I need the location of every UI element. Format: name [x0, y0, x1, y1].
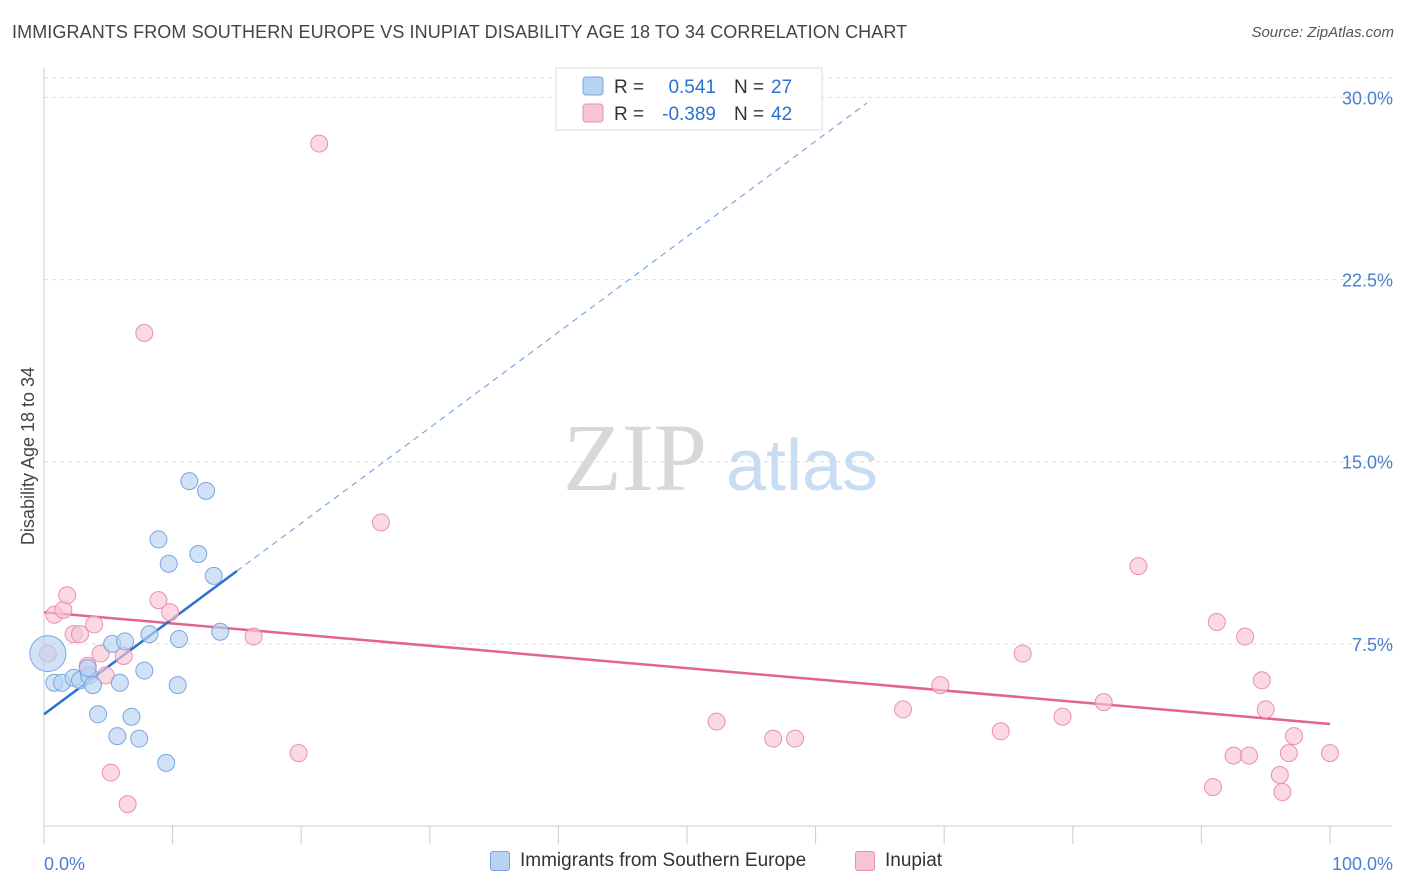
southern-europe-points	[29, 472, 230, 772]
legend-swatch-pink	[582, 103, 604, 123]
trend-line-southern-europe	[43, 569, 238, 716]
legend-label-southern-europe: Immigrants from Southern Europe	[520, 850, 807, 871]
legend-r-label-2: R =	[614, 104, 644, 125]
data-point-southern-europe	[89, 705, 108, 724]
data-point-inupiat	[1207, 613, 1226, 631]
data-point-inupiat	[71, 625, 90, 644]
trend-line-inupiat	[43, 611, 1331, 726]
data-point-inupiat	[161, 603, 180, 622]
data-point-inupiat	[1053, 707, 1072, 726]
data-point-inupiat	[991, 722, 1010, 741]
chart-title: IMMIGRANTS FROM SOUTHERN EUROPE VS INUPI…	[12, 22, 908, 42]
data-point-inupiat	[1239, 746, 1258, 765]
axes	[43, 68, 1392, 844]
data-point-southern-europe	[149, 530, 168, 549]
data-point-inupiat	[1203, 778, 1222, 797]
data-point-inupiat	[244, 627, 263, 646]
data-point-southern-europe	[170, 630, 189, 648]
data-point-inupiat	[1236, 627, 1255, 646]
data-point-inupiat	[371, 513, 390, 532]
data-point-inupiat	[894, 700, 913, 719]
data-point-southern-europe-large	[29, 635, 67, 673]
data-point-inupiat	[764, 729, 783, 748]
x-tick-label-min: 0.0%	[44, 854, 85, 874]
legend-label-inupiat: Inupiat	[885, 850, 943, 871]
data-point-inupiat	[289, 744, 308, 763]
data-point-southern-europe	[211, 622, 230, 641]
y-tick-label: 30.0%	[1342, 88, 1393, 108]
watermark-zip: ZIP	[563, 404, 707, 511]
x-tick-label-max: 100.0%	[1332, 854, 1393, 874]
data-point-southern-europe	[204, 566, 223, 585]
watermark: ZIP atlas	[563, 404, 878, 511]
legend-swatch-blue	[582, 76, 604, 96]
data-point-southern-europe	[135, 661, 154, 680]
data-point-inupiat	[1321, 744, 1339, 763]
data-point-southern-europe	[140, 625, 159, 644]
legend-r-value-2: -0.389	[662, 104, 716, 125]
data-point-southern-europe	[122, 707, 141, 726]
grid-lines	[44, 77, 1392, 645]
data-point-inupiat	[1279, 744, 1298, 763]
legend-r-value-1: 0.541	[668, 77, 716, 98]
data-point-inupiat	[91, 644, 110, 663]
data-point-southern-europe	[83, 676, 102, 695]
data-point-inupiat	[786, 729, 805, 748]
legend-swatch-inupiat	[855, 851, 875, 871]
data-point-southern-europe	[180, 472, 199, 491]
watermark-atlas: atlas	[726, 426, 878, 506]
data-point-inupiat	[1273, 783, 1292, 801]
source-credit: Source: ZipAtlas.com	[1251, 24, 1394, 41]
legend-r-label-1: R =	[614, 77, 644, 98]
data-point-inupiat	[101, 763, 120, 782]
data-point-southern-europe	[168, 676, 187, 695]
data-point-inupiat	[1252, 671, 1271, 690]
y-tick-label: 7.5%	[1352, 635, 1393, 655]
data-point-inupiat	[1224, 746, 1243, 765]
x-tick-labels: 0.0% 100.0%	[44, 854, 1393, 874]
data-point-southern-europe	[110, 673, 129, 692]
y-tick-labels: 7.5% 15.0% 22.5% 30.0%	[1342, 88, 1393, 654]
legend-item-inupiat[interactable]: Inupiat	[855, 850, 942, 872]
data-point-southern-europe	[189, 545, 208, 563]
data-point-inupiat	[931, 676, 950, 695]
data-point-inupiat	[1256, 700, 1275, 719]
trend-line-southern-europe-extrapolated	[236, 102, 868, 572]
y-tick-label: 22.5%	[1342, 271, 1393, 291]
legend-item-southern-europe[interactable]: Immigrants from Southern Europe	[490, 850, 806, 872]
data-point-inupiat	[1270, 766, 1289, 784]
data-point-southern-europe	[116, 632, 135, 651]
data-point-inupiat	[85, 615, 104, 634]
legend-n-value-2: 42	[771, 104, 792, 125]
data-point-inupiat	[58, 586, 77, 605]
stats-legend: R = 0.541 N = 27 R = -0.389 N = 42	[555, 67, 823, 131]
y-axis-label: Disability Age 18 to 34	[18, 367, 38, 545]
legend-swatch-southern-europe	[490, 851, 510, 871]
legend-n-label-2: N =	[734, 104, 764, 125]
data-point-inupiat	[1129, 557, 1148, 576]
data-point-inupiat	[1284, 727, 1303, 746]
data-point-inupiat	[1094, 693, 1113, 712]
data-point-inupiat	[707, 712, 726, 731]
data-point-southern-europe	[130, 729, 149, 748]
data-point-southern-europe	[159, 554, 178, 573]
data-point-inupiat	[1013, 644, 1032, 663]
data-point-inupiat	[149, 591, 168, 610]
y-tick-label: 15.0%	[1342, 453, 1393, 473]
data-point-southern-europe	[108, 727, 127, 746]
data-point-inupiat	[310, 134, 329, 153]
legend-n-value-1: 27	[771, 77, 792, 98]
legend-n-label-1: N =	[734, 77, 764, 98]
inupiat-points	[38, 134, 1339, 814]
data-point-southern-europe	[157, 753, 176, 772]
data-point-southern-europe	[197, 481, 216, 500]
data-point-inupiat	[118, 795, 137, 814]
data-point-southern-europe	[78, 659, 97, 678]
data-point-inupiat	[135, 324, 154, 342]
